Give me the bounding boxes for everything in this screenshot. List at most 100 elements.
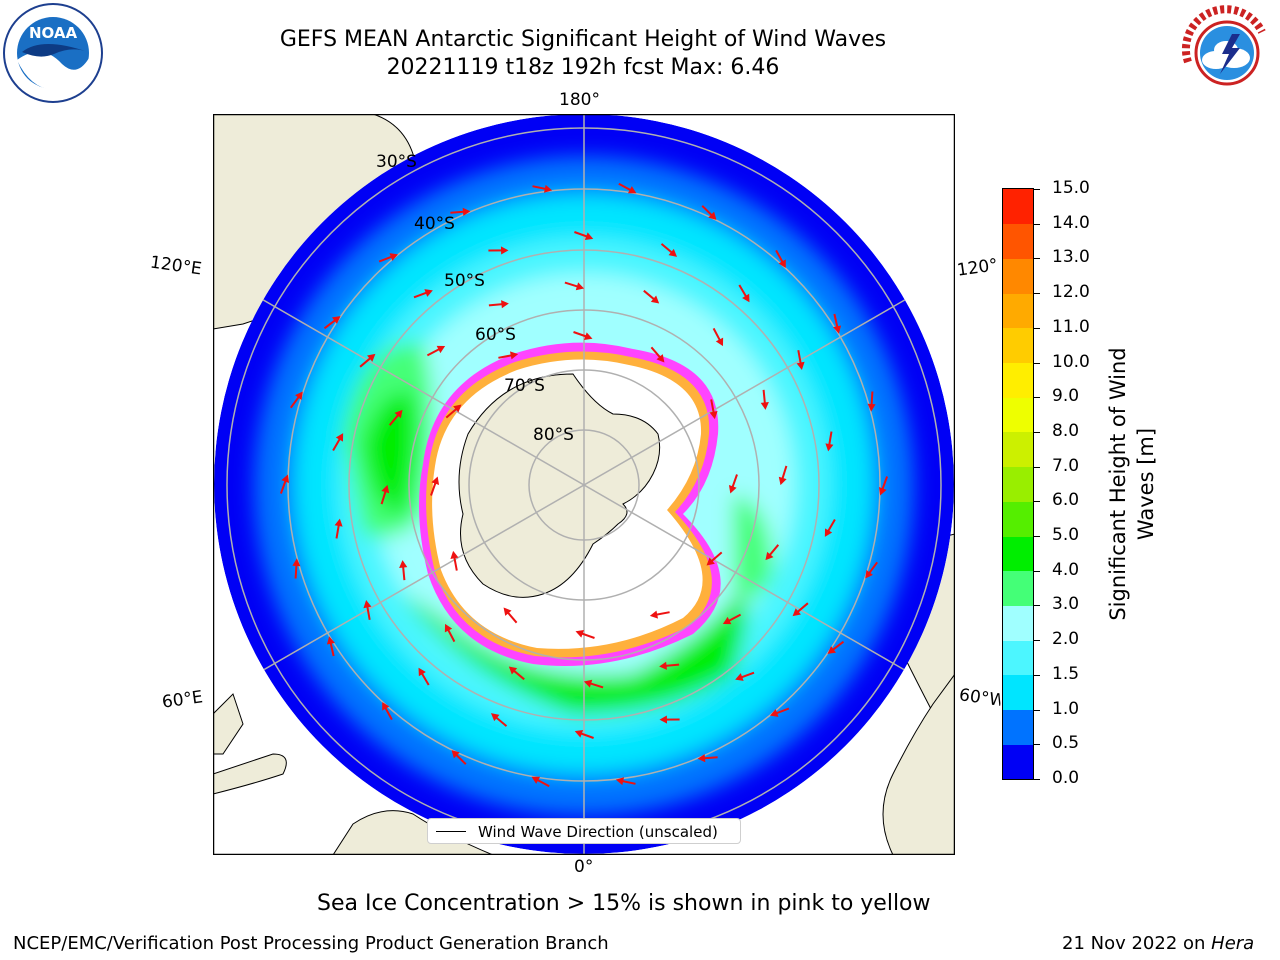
wave-direction-arrowhead — [574, 729, 584, 738]
footer-right: 21 Nov 2022 on Hera — [1062, 933, 1254, 954]
colorbar-tick-mark — [1034, 570, 1040, 572]
colorbar-tick-mark — [1034, 744, 1040, 746]
colorbar-band — [1003, 674, 1033, 711]
colorbar-tick-label: 3.0 — [1052, 594, 1080, 615]
wave-direction-arrowhead — [450, 550, 459, 560]
wave-direction-arrowhead — [500, 246, 509, 255]
wave-direction-arrowhead — [706, 557, 715, 566]
colorbar-tick-mark — [1034, 605, 1040, 607]
colorbar-band — [1003, 744, 1033, 780]
antarctica-land — [458, 373, 661, 598]
lat-label-70s: 70°S — [504, 376, 545, 396]
polar-map-canvas — [212, 113, 956, 856]
colorbar-tick-mark — [1034, 362, 1040, 364]
wave-direction-arrowhead — [295, 391, 303, 401]
noaa-logo-text: NOAA — [29, 24, 78, 42]
wave-direction-arrowhead — [583, 679, 593, 688]
wave-direction-arrowhead — [292, 558, 301, 567]
colorbar — [1002, 188, 1034, 780]
wave-direction-arrowhead — [431, 476, 440, 486]
madagascar-land — [213, 693, 244, 755]
wave-direction-arrowhead — [508, 666, 518, 675]
colorbar-tick-label: 11.0 — [1052, 316, 1090, 337]
wave-direction-arrowhead — [697, 754, 706, 763]
wave-direction-arrowhead — [389, 253, 398, 261]
lat-label-40s: 40°S — [414, 214, 455, 234]
lon-label-120w: 120° — [955, 255, 999, 281]
wave-direction-arrowhead — [418, 667, 426, 677]
wave-direction-arrowhead — [501, 300, 509, 309]
map-legend: Wind Wave Direction (unscaled) — [427, 818, 741, 844]
colorbar-tick-mark — [1034, 223, 1040, 225]
colorbar-tick-mark — [1034, 779, 1040, 780]
colorbar-tick-mark — [1034, 258, 1040, 260]
colorbar-tick-mark — [1034, 536, 1040, 538]
wave-direction-arrowhead — [424, 289, 433, 297]
polar-map — [212, 113, 956, 856]
wave-direction-arrowhead — [381, 484, 390, 494]
wave-direction-arrowhead — [825, 443, 834, 452]
wave-direction-arrowhead — [490, 713, 500, 722]
wave-direction-arrowhead — [760, 402, 769, 410]
wave-direction-arrowhead — [709, 410, 718, 420]
wave-direction-arrowhead — [865, 569, 873, 579]
south-america-tip-land — [882, 673, 955, 855]
wave-direction-arrowhead — [649, 610, 659, 619]
lat-label-60s: 60°S — [475, 325, 516, 345]
colorbar-band — [1003, 431, 1033, 468]
colorbar-tick-mark — [1034, 397, 1040, 399]
colorbar-tick-label: 2.0 — [1052, 629, 1080, 650]
colorbar-band — [1003, 327, 1033, 364]
colorbar-band — [1003, 189, 1033, 225]
wave-direction-arrowhead — [363, 600, 372, 609]
wave-direction-arrowhead — [659, 715, 668, 724]
colorbar-tick-label: 1.0 — [1052, 698, 1080, 719]
colorbar-tick-label: 13.0 — [1052, 247, 1090, 268]
sea-ice-note: Sea Ice Concentration > 15% is shown in … — [317, 891, 931, 916]
wave-direction-arrowhead — [584, 232, 594, 241]
national-weather-service-logo — [1176, 2, 1278, 104]
lon-label-0: 0° — [574, 857, 594, 877]
colorbar-ticks: 0.0 0.5 1.0 1.5 2.0 3.0 4.0 5.0 6.0 7.0 8.0 9.0 10.0… — [1034, 0, 1094, 960]
colorbar-tick-mark — [1034, 189, 1040, 190]
footer-host: Hera — [1211, 933, 1255, 954]
wave-direction-arrowhead — [742, 293, 750, 303]
wave-direction-arrowhead — [453, 404, 462, 413]
wave-direction-arrowhead — [335, 433, 344, 442]
colorbar-band — [1003, 536, 1033, 572]
wave-direction-arrowhead — [334, 518, 343, 527]
colorbar-tick-mark — [1034, 640, 1040, 642]
wave-direction-arrowhead — [444, 623, 453, 633]
wave-direction-arrowhead — [394, 409, 403, 419]
wave-direction-arrowhead — [627, 186, 637, 194]
colorbar-tick-label: 0.0 — [1052, 768, 1080, 788]
colorbar-tick-label: 5.0 — [1052, 525, 1080, 546]
wave-direction-arrowhead — [575, 629, 585, 638]
wave-direction-arrowhead — [503, 607, 512, 616]
colorbar-band — [1003, 466, 1033, 502]
wave-direction-arrowhead — [509, 351, 519, 360]
wave-direction-arrowhead — [778, 259, 786, 268]
colorbar-band — [1003, 362, 1033, 398]
wave-direction-arrowhead — [281, 474, 290, 484]
noaa-logo: NOAA — [2, 2, 104, 104]
wave-direction-arrowhead — [531, 776, 541, 784]
colorbar-tick-label: 10.0 — [1052, 351, 1090, 372]
wave-direction-arrowhead — [827, 646, 837, 654]
colorbar-tick-label: 8.0 — [1052, 420, 1080, 441]
wave-direction-arrowhead — [735, 673, 744, 681]
colorbar-tick-mark — [1034, 431, 1040, 433]
wave-direction-arrowhead — [878, 486, 887, 496]
wave-direction-arrowhead — [778, 476, 787, 486]
wave-direction-arrowhead — [792, 608, 801, 617]
colorbar-band — [1003, 501, 1033, 537]
lon-label-60e: 60°E — [160, 687, 205, 713]
legend-line-swatch — [436, 831, 466, 832]
legend-label: Wind Wave Direction (unscaled) — [478, 823, 718, 841]
colorbar-band — [1003, 709, 1033, 745]
colorbar-tick-label: 9.0 — [1052, 386, 1080, 407]
colorbar-tick-mark — [1034, 327, 1040, 329]
wave-direction-arrowhead — [543, 184, 553, 193]
wave-direction-arrowhead — [824, 528, 833, 537]
wave-direction-arrowhead — [436, 345, 446, 354]
